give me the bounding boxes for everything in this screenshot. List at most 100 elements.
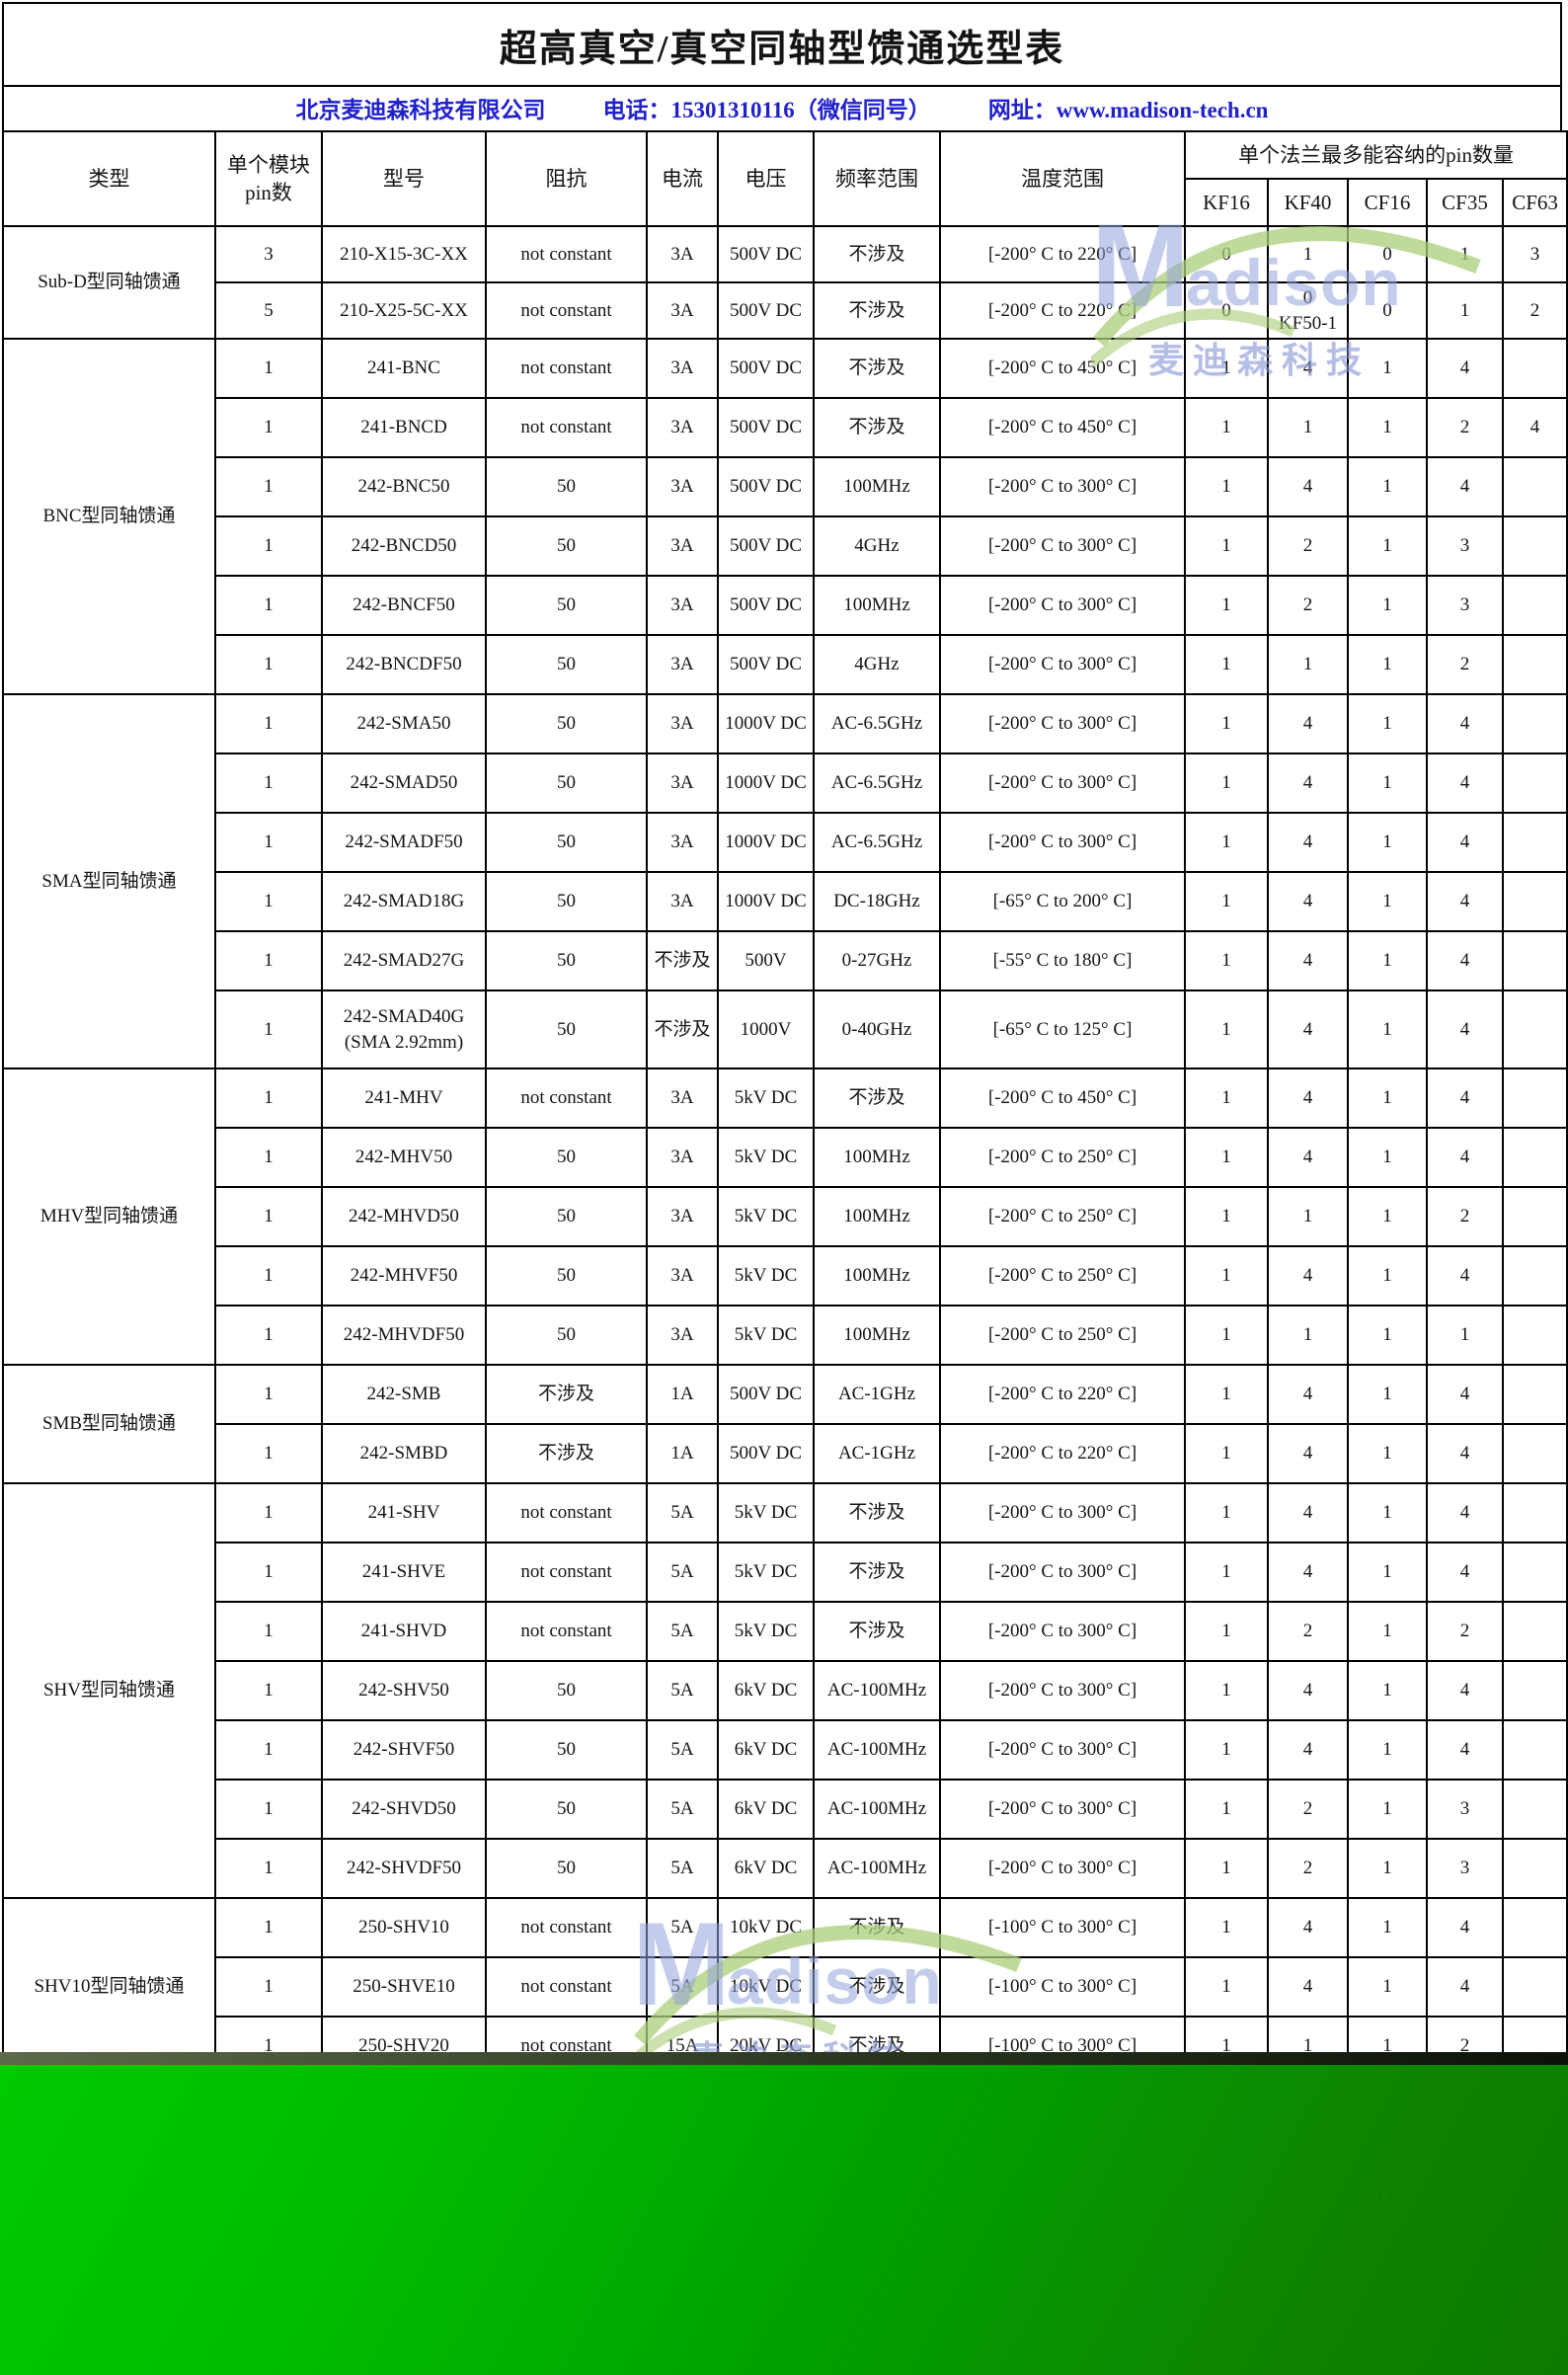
cell-pins: 1	[214, 1838, 323, 1899]
table-row: 1 242-SHV50 50 5A 6kV DC AC-100MHz [-200° C to…	[3, 1660, 1568, 1721]
cell-cf35: 2	[1426, 634, 1504, 695]
cell-cf35: 4	[1426, 1127, 1504, 1188]
cell-kf16: 1	[1184, 575, 1269, 636]
cell-kf16: 1	[1184, 1068, 1269, 1129]
cell-current: 5A	[646, 1779, 719, 1840]
cell-kf16: 1	[1184, 693, 1269, 754]
cell-pins: 3	[214, 225, 323, 283]
cell-kf40: 4	[1267, 1542, 1349, 1603]
cell-cf35: 2	[1426, 397, 1504, 458]
cell-freq: 100MHz	[813, 456, 941, 517]
cell-freq: 不涉及	[813, 1068, 941, 1129]
cell-cf35: 2	[1426, 1186, 1504, 1247]
cell-freq: 不涉及	[813, 1897, 941, 1958]
cell-kf16: 1	[1184, 930, 1269, 991]
cell-cf16: 1	[1347, 1127, 1428, 1188]
cell-freq: 不涉及	[813, 225, 941, 283]
cell-freq: 100MHz	[813, 575, 941, 636]
cell-impedance: 不涉及	[485, 1364, 648, 1425]
cell-model: 242-BNCF50	[321, 575, 487, 636]
table-row: 1 242-BNCDF50 50 3A 500V DC 4GHz [-200° C to 3…	[3, 634, 1568, 695]
cell-voltage: 500V DC	[717, 456, 815, 517]
cell-impedance: 50	[485, 693, 648, 754]
cell-kf40: 4	[1267, 338, 1349, 399]
cell-model: 250-SHVE10	[321, 1956, 487, 2018]
type-group-cell: SMA型同轴馈通	[2, 693, 216, 1069]
cell-cf63	[1501, 1956, 1568, 2018]
cell-current: 3A	[646, 456, 719, 517]
cell-temp: [-200° C to 450° C]	[939, 1068, 1186, 1129]
cell-temp: [-200° C to 300° C]	[939, 1838, 1186, 1899]
cell-temp: [-200° C to 300° C]	[939, 634, 1186, 695]
table-row: 1 242-MHVF50 50 3A 5kV DC 100MHz [-200° C to 2…	[3, 1245, 1568, 1306]
cell-pins: 1	[214, 575, 323, 636]
cell-model: 242-SHVD50	[321, 1779, 487, 1840]
cell-cf16: 1	[1347, 812, 1428, 873]
cell-pins: 1	[214, 1660, 323, 1721]
cell-impedance: 50	[485, 990, 648, 1069]
cell-kf40: 1	[1267, 1186, 1349, 1247]
cell-model: 241-BNCD	[321, 397, 487, 458]
cell-voltage: 500V DC	[717, 575, 815, 636]
cell-kf16: 1	[1184, 1660, 1269, 1721]
cell-cf35: 3	[1426, 515, 1504, 577]
cell-kf16: 1	[1184, 1186, 1269, 1247]
cell-voltage: 5kV DC	[717, 1068, 815, 1129]
cell-temp: [-65° C to 200° C]	[939, 871, 1186, 932]
cell-kf40: 1	[1267, 634, 1349, 695]
cell-freq: 不涉及	[813, 1542, 941, 1603]
cell-voltage: 6kV DC	[717, 1719, 815, 1781]
cell-pins: 1	[214, 1719, 323, 1781]
cell-voltage: 6kV DC	[717, 1838, 815, 1899]
cell-kf16: 1	[1184, 397, 1269, 458]
cell-impedance: not constant	[485, 1068, 648, 1129]
cell-model: 242-MHV50	[321, 1127, 487, 1188]
cell-voltage: 5kV DC	[717, 1127, 815, 1188]
cell-cf63	[1501, 1779, 1568, 1840]
cell-cf16: 1	[1347, 634, 1428, 695]
type-group-cell: MHV型同轴馈通	[2, 1068, 216, 1366]
cell-model: 242-SMAD18G	[321, 871, 487, 932]
cell-cf35: 4	[1426, 871, 1504, 932]
cell-kf40: 0 KF50-1	[1267, 281, 1349, 340]
cell-kf16: 1	[1184, 871, 1269, 932]
cell-voltage: 10kV DC	[717, 1897, 815, 1958]
cell-temp: [-200° C to 220° C]	[939, 1423, 1186, 1484]
cell-current: 3A	[646, 1186, 719, 1247]
cell-cf16: 1	[1347, 1601, 1428, 1662]
cell-cf35: 4	[1426, 693, 1504, 754]
table-row: 1 242-SHVD50 50 5A 6kV DC AC-100MHz [-200° C t…	[3, 1779, 1568, 1840]
cell-voltage: 500V	[717, 930, 815, 991]
cell-temp: [-100° C to 300° C]	[939, 1897, 1186, 1958]
table-row: 1 241-SHVD not constant 5A 5kV DC 不涉及 [-200° C…	[3, 1601, 1568, 1662]
table-row: SMB型同轴馈通 1 242-SMB 不涉及 1A 500V DC AC-1GHz [-200…	[2, 1364, 1568, 1484]
cell-cf16: 1	[1347, 1838, 1428, 1899]
table-header: 类型 单个模块pin数 型号 阻抗 电流 电压 频率范围 温度范围 单个法兰最多…	[2, 130, 1568, 227]
cell-kf40_note: KF50-1	[1278, 312, 1338, 334]
header-voltage: 电压	[717, 130, 815, 227]
cell-kf16: 1	[1184, 1838, 1269, 1899]
cell-current: 3A	[646, 281, 719, 340]
cell-freq: 不涉及	[813, 338, 941, 399]
cell-voltage: 500V DC	[717, 634, 815, 695]
header-flange-group: 单个法兰最多能容纳的pin数量	[1183, 130, 1568, 180]
cell-impedance: 50	[485, 456, 648, 517]
cell-freq: 100MHz	[813, 1186, 941, 1247]
cell-temp: [-200° C to 220° C]	[939, 225, 1186, 283]
cell-cf16: 1	[1347, 990, 1428, 1069]
cell-kf40: 2	[1267, 515, 1349, 577]
table-row: Sub-D型同轴馈通 3 210-X15-3C-XX not constant 3A 50…	[2, 225, 1568, 340]
cell-kf40: 2	[1267, 575, 1349, 636]
cell-model: 210-X15-3C-XX	[321, 225, 487, 283]
cell-cf63: 3	[1501, 225, 1568, 283]
cell-model: 241-SHV	[321, 1482, 487, 1544]
cell-model: 242-BNCD50	[321, 515, 487, 577]
cell-impedance: not constant	[485, 1542, 648, 1603]
table-row: 5 210-X25-5C-XX not constant 3A 500V DC 不涉及 [-…	[3, 281, 1568, 340]
cell-kf40: 4	[1267, 1423, 1349, 1484]
cell-pins: 1	[214, 1482, 323, 1544]
cell-model: 242-SMAD27G	[321, 930, 487, 991]
cell-cf63	[1501, 1482, 1568, 1544]
cell-cf35: 4	[1426, 1660, 1504, 1721]
cell-freq: DC-18GHz	[813, 871, 941, 932]
